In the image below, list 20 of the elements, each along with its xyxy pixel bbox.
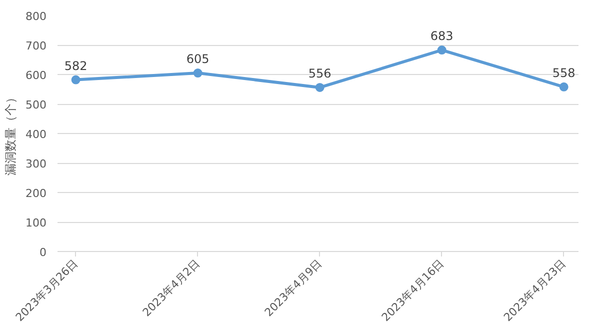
data-label: 683 (430, 29, 454, 44)
point (437, 46, 446, 55)
y-tick-label: 500 (26, 98, 47, 112)
data-label: 582 (64, 58, 88, 73)
y-tick-label: 800 (26, 10, 47, 23)
point (193, 68, 202, 78)
y-tick-label: 400 (26, 128, 47, 141)
data-label: 605 (186, 52, 210, 66)
y-tick-label: 300 (26, 158, 47, 170)
y-tick-label: 700 (26, 40, 47, 52)
y-tick-label: 600 (26, 69, 47, 82)
point (559, 82, 568, 92)
y-tick-label: 100 (26, 216, 47, 230)
y-tick-label: 0 (40, 246, 46, 259)
point (71, 75, 80, 84)
data-label: 556 (308, 66, 332, 80)
y-tick-label: 200 (26, 187, 47, 200)
point (315, 82, 324, 92)
data-label: 558 (552, 66, 576, 80)
y-axis-title: 漏洞数量（个） (4, 92, 18, 176)
